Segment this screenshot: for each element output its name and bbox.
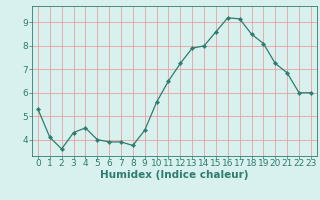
X-axis label: Humidex (Indice chaleur): Humidex (Indice chaleur) [100,170,249,180]
